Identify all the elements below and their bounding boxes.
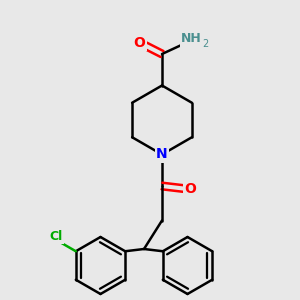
Text: N: N [156, 148, 168, 161]
Text: 2: 2 [202, 39, 208, 49]
Text: O: O [134, 36, 146, 50]
Text: O: O [184, 182, 196, 196]
Text: Cl: Cl [50, 230, 63, 244]
Text: NH: NH [181, 32, 202, 46]
